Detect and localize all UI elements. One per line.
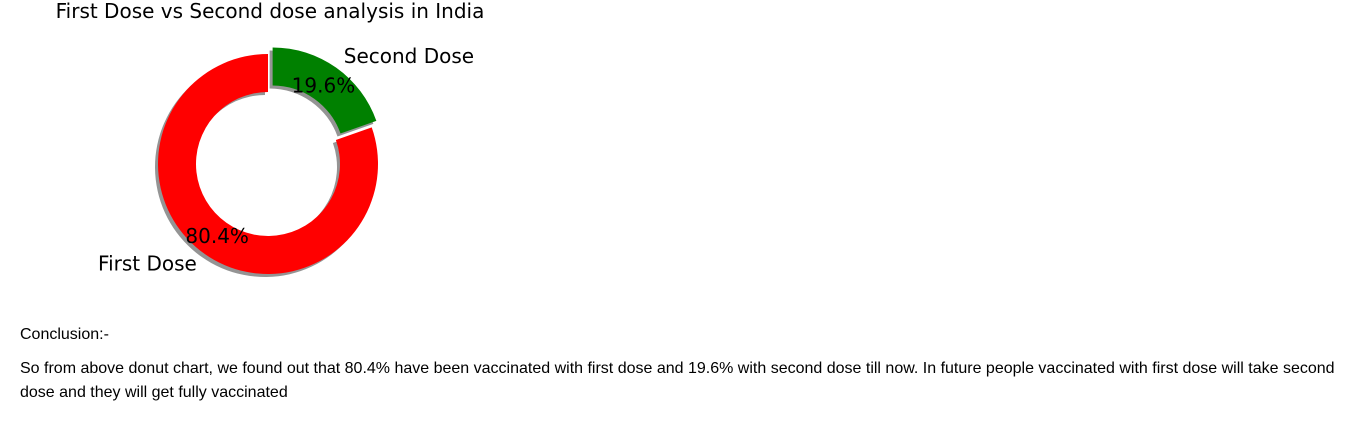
slice-category-label-second-dose: Second Dose [344, 44, 474, 68]
slice-category-label-first-dose: First Dose [98, 252, 197, 276]
donut-slice-layer [158, 47, 379, 275]
conclusion-body: So from above donut chart, we found out … [20, 360, 1335, 401]
conclusion-heading: Conclusion:- [20, 326, 109, 343]
slice-first-dose [158, 54, 379, 275]
chart-title: First Dose vs Second dose analysis in In… [56, 0, 485, 23]
conclusion-section: Conclusion:- So from above donut chart, … [20, 323, 1351, 405]
donut-chart-svg: First Dose vs Second dose analysis in In… [56, 0, 485, 278]
donut-label-layer: 80.4% First Dose 19.6% Second Dose [98, 44, 474, 276]
slice-value-label-first-dose: 80.4% [185, 224, 249, 248]
slice-second-dose [272, 47, 377, 134]
donut-chart: First Dose vs Second dose analysis in In… [0, 0, 560, 300]
slice-value-label-second-dose: 19.6% [292, 74, 356, 98]
